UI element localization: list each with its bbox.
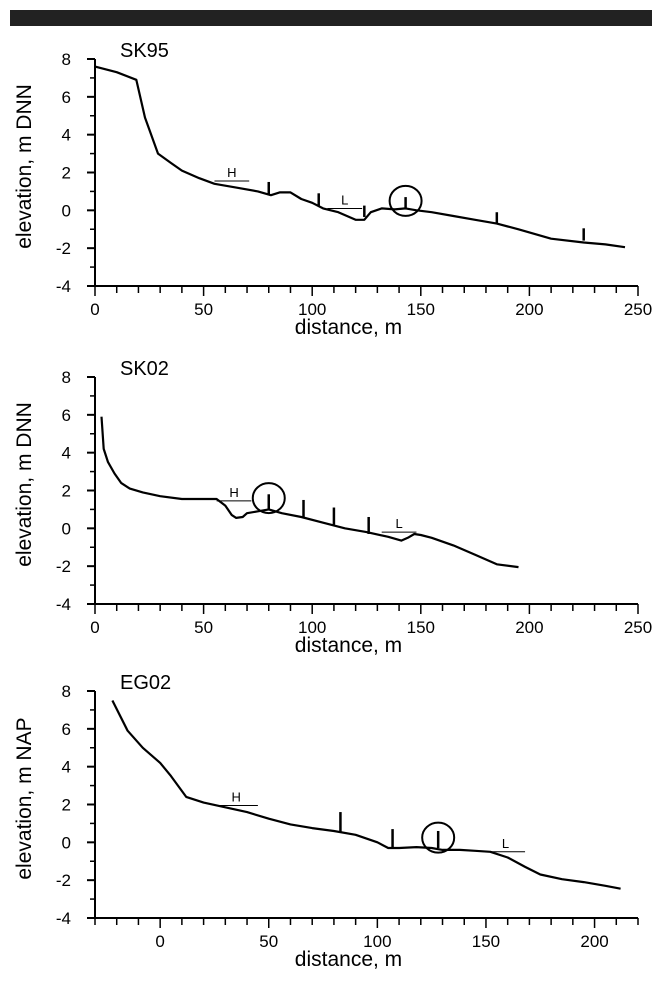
profile-line [94,65,626,249]
y-tick-label: -4 [56,595,71,614]
x-axis-label: distance, m [295,634,402,657]
chart-title: EG02 [120,672,171,694]
profile-line [111,700,621,890]
annotation-label: L [395,516,402,531]
highlight-circle [251,482,286,515]
annotation-label: H [231,789,240,804]
x-tick-label: 50 [194,300,213,319]
x-tick-label: 0 [155,932,164,951]
highlight-circle [421,821,456,854]
x-tick-label: 0 [90,618,99,637]
y-tick-label: 0 [62,519,71,538]
x-axis-label: distance, m [295,316,402,339]
y-tick-label: 4 [62,126,71,145]
y-axis-label: elevation, m NAP [13,717,36,879]
x-tick-label: 200 [515,300,543,319]
header-bar [0,0,656,26]
x-tick-label: 50 [194,618,213,637]
y-tick-label: 8 [62,368,71,387]
x-tick-label: 250 [624,300,652,319]
chart-sk95: -4 -2 0 2 4 6 8 0 50 100 150 200 250 distance, m eleva… [13,40,652,339]
y-tick-label: -4 [56,277,71,296]
chart-title: SK95 [120,40,169,62]
y-axis-label: elevation, m DNN [13,402,36,567]
profile-line [100,416,519,569]
y-tick-label: 2 [62,482,71,501]
y-tick-label: -2 [56,871,71,890]
y-tick-label: -2 [56,557,71,576]
chart-eg02: -4 -2 0 2 4 6 8 0 50 100 150 200 distance, m elevatio… [13,672,639,971]
x-tick-label: 200 [515,618,543,637]
y-tick-label: 4 [62,758,71,777]
x-tick-label: 150 [407,618,435,637]
y-tick-label: 8 [62,50,71,69]
y-tick-label: 8 [62,682,71,701]
annotation-label: L [341,192,348,207]
chart-sk02: -4 -2 0 2 4 6 8 0 50 100 150 200 250 distance, m eleva… [13,358,652,657]
y-tick-label: 6 [62,88,71,107]
y-tick-label: -2 [56,239,71,258]
y-tick-label: 2 [62,164,71,183]
annotation-label: L [502,836,509,851]
x-tick-label: 150 [472,932,500,951]
x-tick-label: 250 [624,618,652,637]
y-tick-label: 0 [62,833,71,852]
y-tick-label: 0 [62,201,71,220]
annotation-label: H [229,485,238,500]
x-tick-label: 150 [407,300,435,319]
header-bar-fill [10,10,652,26]
y-tick-label: 2 [62,796,71,815]
x-tick-label: 200 [580,932,608,951]
x-tick-label: 100 [298,300,326,319]
chart-title: SK02 [120,358,169,380]
x-tick-label: 100 [363,932,391,951]
x-tick-label: 50 [259,932,278,951]
y-tick-label: 6 [62,406,71,425]
highlight-circle [388,184,423,217]
y-tick-label: 4 [62,444,71,463]
y-axis-label: elevation, m DNN [13,84,36,249]
y-tick-label: 6 [62,720,71,739]
x-axis-label: distance, m [295,948,402,971]
y-tick-label: -4 [56,909,71,928]
x-tick-label: 0 [90,300,99,319]
x-tick-label: 100 [298,618,326,637]
annotation-label: H [227,165,236,180]
